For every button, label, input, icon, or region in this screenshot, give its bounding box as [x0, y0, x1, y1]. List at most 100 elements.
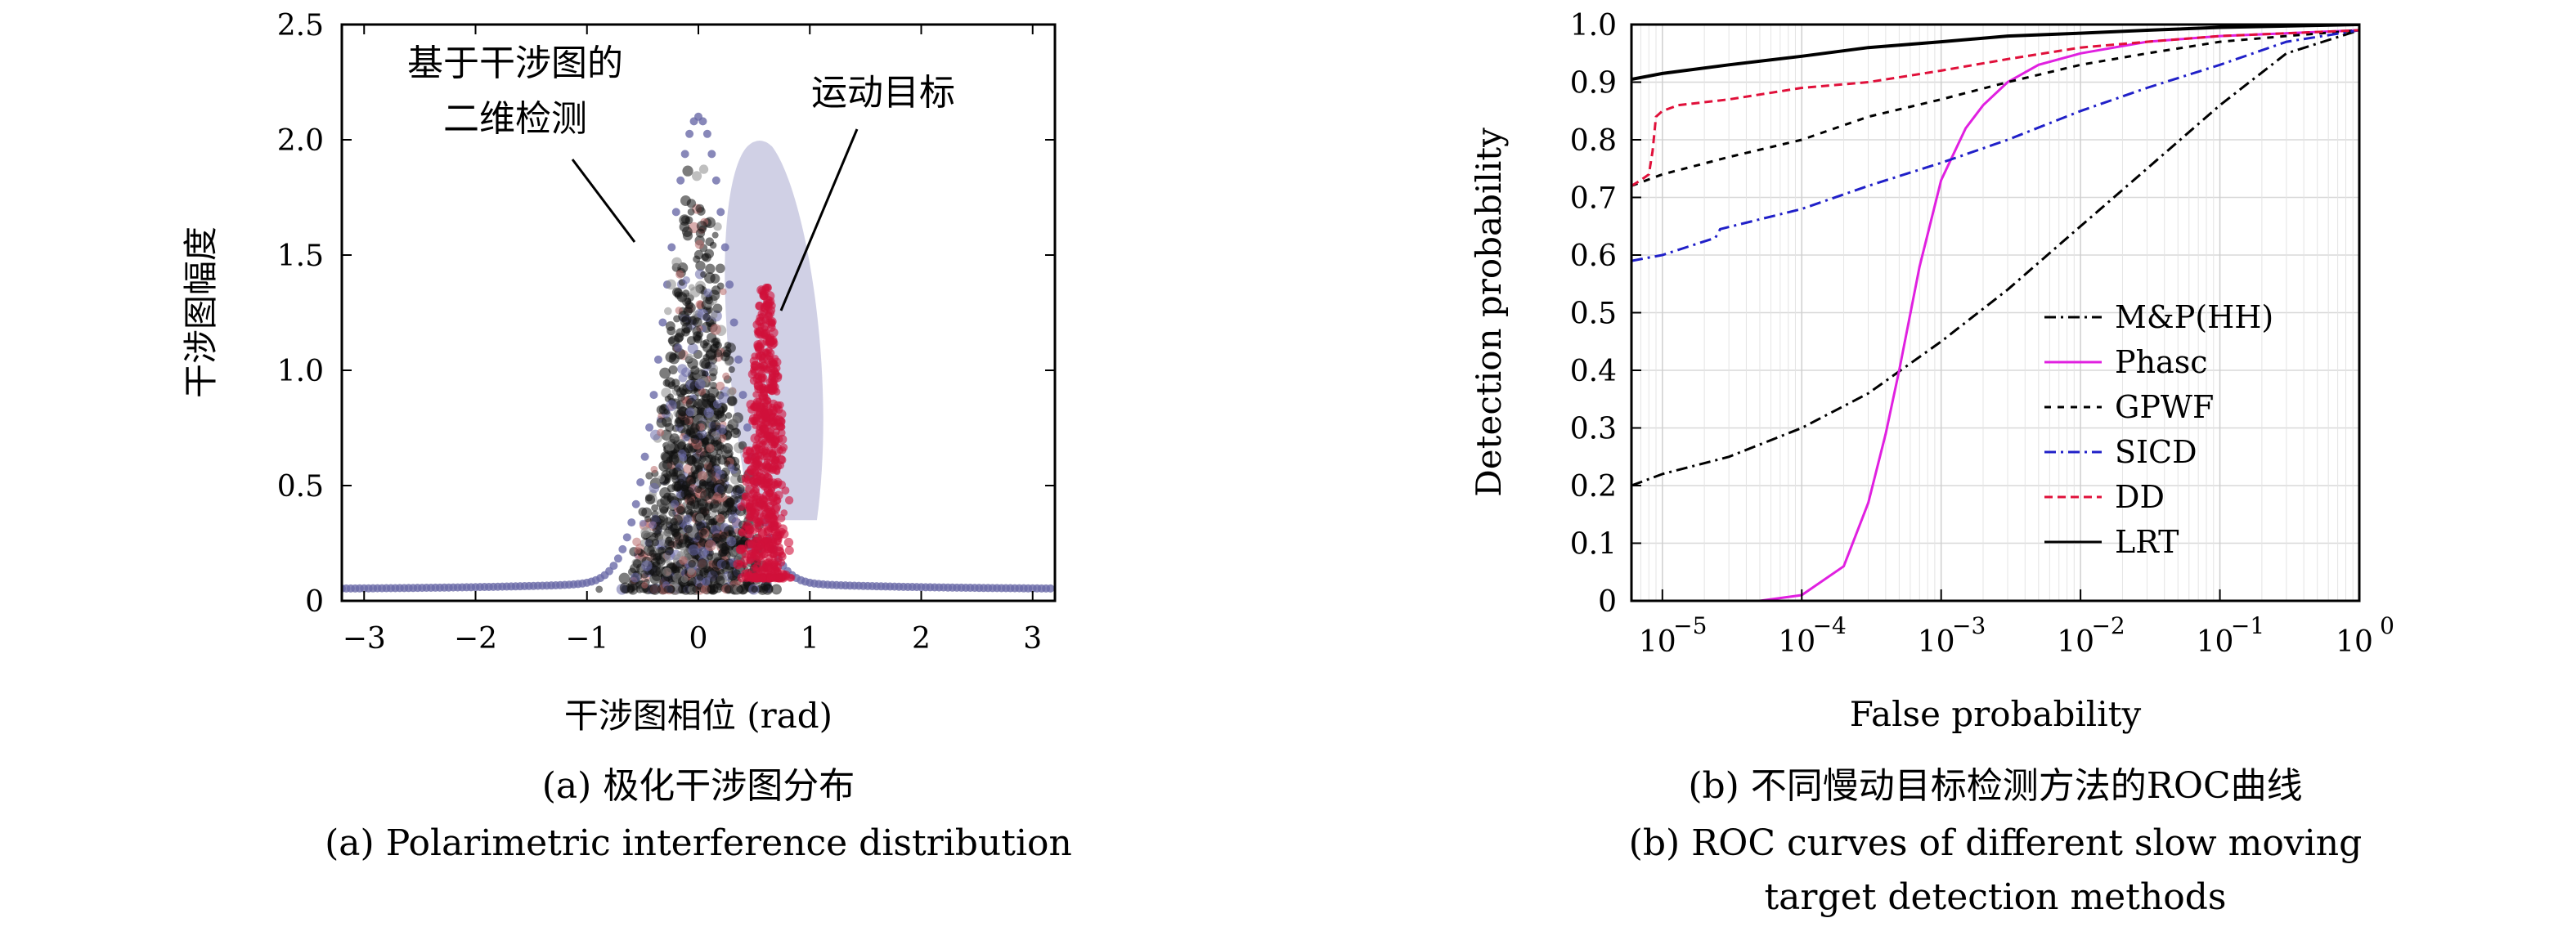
envelope-point [645, 423, 654, 432]
x-tick-exponent: −2 [2091, 612, 2125, 639]
clutter-point [697, 462, 705, 469]
clutter-point [664, 517, 672, 525]
caption-b-en-line2: target detection methods [1765, 876, 2227, 918]
target-point [769, 450, 776, 458]
clutter-point [677, 473, 686, 483]
clutter-point [665, 352, 676, 363]
target-point [768, 368, 776, 377]
clutter-point [673, 288, 684, 298]
clutter-point [656, 417, 667, 428]
y-axis-label-b: Detection probability [1469, 128, 1509, 497]
x-tick-label: 10 [2336, 625, 2373, 659]
clutter-point [684, 216, 693, 225]
clutter-point [645, 539, 654, 548]
clutter-point [710, 566, 720, 577]
clutter-point [722, 500, 730, 508]
x-ticks-b: 10−5 10−4 10−3 10−2 10−1 10 0 [1639, 589, 2394, 659]
clutter-point [694, 531, 703, 541]
clutter-point [698, 164, 709, 174]
clutter-point [683, 464, 693, 474]
clutter-point [685, 302, 696, 313]
clutter-point [718, 392, 730, 404]
clutter-point [722, 443, 734, 454]
legend-label: SICD [2115, 434, 2197, 470]
clutter-point [648, 521, 657, 530]
clutter-point [650, 553, 658, 561]
clutter-point [699, 357, 711, 369]
clutter-point [702, 508, 711, 517]
target-point [761, 446, 770, 455]
caption-a-en: (a) Polarimetric interference distributi… [325, 822, 1072, 864]
clutter-point [662, 529, 672, 539]
clutter-point [703, 289, 712, 298]
clutter-point [698, 481, 707, 490]
clutter-point [714, 453, 722, 461]
clutter-point [716, 513, 725, 523]
target-point [769, 418, 778, 428]
target-point [780, 509, 788, 517]
clutter-point [672, 540, 683, 550]
y-tick-label: 0.2 [1570, 470, 1617, 504]
clutter-point [641, 560, 653, 571]
y-tick-label: 2.0 [277, 124, 324, 158]
clutter-point [686, 455, 698, 467]
y-tick-label: 0.4 [1570, 355, 1617, 388]
clutter-point [705, 349, 716, 361]
target-point [751, 564, 758, 572]
clutter-point [716, 381, 725, 391]
caption-b-cn: (b) 不同慢动目标检测方法的ROC曲线 [1688, 765, 2302, 807]
clutter-point [701, 253, 710, 262]
clutter-point [710, 499, 720, 509]
clutter-point [670, 451, 679, 459]
clutter-point [666, 279, 676, 290]
target-point [753, 552, 764, 562]
y-tick-label: 2.5 [277, 9, 324, 43]
target-point [755, 352, 763, 360]
target-point [765, 338, 774, 348]
clutter-point [707, 469, 716, 478]
clutter-point [644, 494, 656, 505]
clutter-point [671, 257, 682, 268]
target-point [761, 332, 768, 339]
clutter-point [678, 584, 688, 594]
clutter-point [715, 575, 725, 586]
clutter-point [716, 282, 725, 290]
clutter-point [710, 324, 721, 335]
target-point [742, 477, 752, 486]
envelope-point [716, 208, 725, 217]
clutter-point [705, 263, 716, 275]
legend-label: M&P(HH) [2115, 299, 2273, 335]
target-point [763, 414, 770, 422]
target-point [776, 436, 783, 443]
clutter-point [724, 584, 734, 594]
target-point [755, 302, 764, 311]
clutter-point [720, 560, 730, 570]
envelope-point [605, 566, 613, 575]
clutter-point [703, 407, 715, 419]
annotation-moving-target: 运动目标 [811, 72, 955, 114]
target-point [759, 288, 767, 296]
clutter-point [684, 353, 694, 362]
target-point [779, 423, 786, 431]
clutter-point [683, 514, 693, 524]
target-point [770, 499, 778, 506]
target-point [742, 521, 752, 530]
clutter-point [756, 583, 769, 595]
clutter-point [654, 530, 662, 537]
clutter-point [662, 567, 672, 577]
x-tick-label: 10 [2057, 625, 2094, 659]
clutter-point [671, 481, 682, 492]
clutter-point [695, 284, 702, 292]
clutter-point [692, 326, 702, 336]
clutter-point [656, 405, 666, 414]
x-tick-label: 2 [912, 622, 931, 656]
clutter-point [702, 338, 710, 347]
clutter-point [638, 507, 648, 517]
clutter-point [734, 484, 745, 495]
envelope-point [636, 477, 645, 486]
target-point [746, 503, 756, 513]
clutter-point [665, 536, 675, 546]
annotation-2d-detection-line2: 二维检测 [443, 98, 587, 140]
clutter-point [715, 263, 725, 274]
clutter-point [727, 464, 735, 472]
